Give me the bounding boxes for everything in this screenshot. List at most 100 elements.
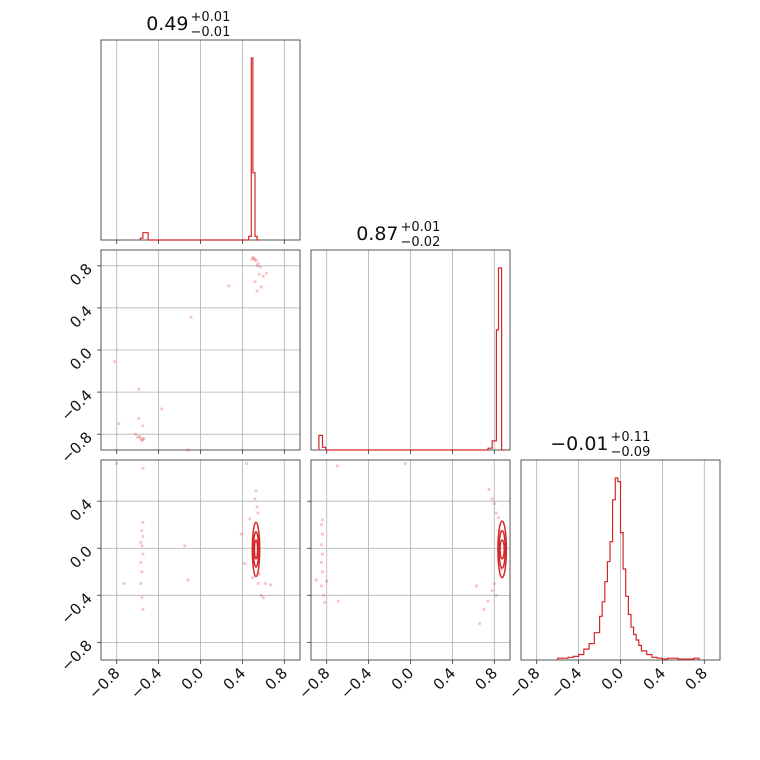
scatter-point (261, 596, 265, 600)
scatter-point (189, 315, 193, 319)
scatter-point (256, 511, 260, 515)
scatter-point (117, 422, 121, 426)
scatter-point (255, 505, 259, 509)
scatter-point (255, 264, 259, 268)
scatter-point (261, 274, 265, 278)
scatter-point (319, 560, 324, 564)
scatter-point (244, 461, 249, 466)
hist-panel-3: −0.8 −0.4 0.0 0.4 0.8 (505, 459, 721, 703)
title-minus-error: −0.01 (191, 25, 231, 40)
x-tick-label: 0.4 (430, 664, 460, 694)
scatter-point (258, 265, 262, 269)
scatter-point (319, 543, 324, 547)
x-tick-label: 0.4 (640, 664, 670, 694)
x-tick-label: 0.0 (388, 664, 418, 694)
scatter-point (139, 581, 143, 586)
scatter-point (494, 593, 498, 597)
scatter-point (253, 497, 257, 501)
scatter-point (494, 511, 498, 515)
contour-line (497, 520, 508, 579)
scatter-point (257, 272, 261, 276)
scatter-point (335, 464, 339, 468)
scatter-point (259, 593, 263, 597)
scatter-point (336, 599, 340, 603)
scatter-point (141, 437, 145, 442)
scatter-point (320, 518, 325, 522)
scatter-point (113, 359, 117, 364)
scatter-point (486, 599, 490, 603)
scatter-point (140, 438, 144, 443)
scatter-point (141, 607, 145, 612)
x-tick-label: −0.4 (127, 664, 165, 702)
scatter-point (136, 435, 140, 439)
scatter-point (139, 560, 143, 564)
scatter-point (403, 461, 407, 466)
x-tick-label: 0.0 (178, 664, 208, 694)
y-tick-label: −0.4 (57, 589, 95, 627)
scatter-point (320, 552, 325, 556)
scatter-point (319, 523, 324, 527)
y-tick-label: 0.0 (66, 542, 96, 572)
scatter-point (478, 621, 482, 626)
hist-step-3 (557, 477, 700, 660)
x-tick-label: −0.8 (85, 664, 123, 702)
title-value: −0.01 (550, 433, 608, 455)
y-tick-label: 0.8 (66, 260, 96, 290)
scatter-point (254, 488, 258, 493)
x-tick-label: −0.8 (295, 664, 333, 702)
marginal-title-3: −0.01 +0.11−0.09 (550, 430, 650, 460)
scatter-point (160, 407, 164, 411)
scatter-point (323, 600, 327, 604)
scatter-point (141, 424, 145, 428)
scatter-point (490, 497, 494, 501)
scatter-point (140, 596, 144, 600)
marginal-title-1: 0.49 +0.01−0.01 (146, 10, 230, 40)
scatter-point (254, 258, 258, 263)
title-plus-error: +0.01 (191, 10, 231, 25)
scatter-point (140, 528, 144, 533)
scatter-point (325, 579, 329, 583)
scatter-point (251, 255, 255, 259)
scatter-point (253, 257, 257, 262)
y-tick-label: −0.8 (57, 428, 95, 466)
scatter-point (133, 432, 138, 436)
scatter-point (319, 584, 324, 588)
scatter-point (139, 436, 143, 441)
scatter-point (314, 578, 318, 582)
scatter-point (492, 501, 496, 506)
scatter-point (321, 593, 326, 597)
x-tick-label: −0.4 (337, 664, 375, 702)
scatter-point (320, 570, 325, 574)
scatter-panel-3-2: −0.8 −0.4 0.0 0.4 0.8 (295, 459, 511, 703)
y-tick-label: 0.4 (66, 495, 96, 525)
y-tick-label: −0.4 (57, 386, 95, 424)
scatter-point (255, 289, 259, 293)
scatter-point (140, 570, 144, 574)
scatter-point (186, 448, 190, 452)
scatter-point (115, 461, 119, 466)
scatter-point (239, 532, 243, 536)
contour-line (253, 539, 259, 560)
x-tick-label: 0.8 (472, 664, 502, 694)
scatter-point (256, 262, 260, 266)
scatter-point (142, 436, 146, 441)
y-tick-label: 0.0 (66, 344, 96, 374)
contour-line (498, 529, 507, 569)
title-value: 0.49 (146, 13, 188, 35)
scatter-point (227, 284, 231, 288)
title-minus-error: −0.02 (401, 235, 441, 250)
scatter-point (139, 540, 143, 544)
y-tick-label: 0.4 (66, 302, 96, 332)
scatter-panel-3-1: −0.8 −0.4 0.0 0.4 0.8−0.8−0.40.00.4 (57, 459, 301, 703)
scatter-point (141, 552, 145, 556)
scatter-point (186, 578, 190, 582)
scatter-point (248, 517, 252, 521)
hist-panel-1 (100, 39, 301, 244)
title-plus-error: +0.01 (401, 220, 441, 235)
marginal-title-2: 0.87 +0.01−0.02 (356, 220, 440, 250)
scatter-point (251, 576, 255, 580)
x-tick-label: 0.0 (598, 664, 628, 694)
scatter-point (263, 581, 268, 586)
scatter-point (252, 256, 256, 261)
